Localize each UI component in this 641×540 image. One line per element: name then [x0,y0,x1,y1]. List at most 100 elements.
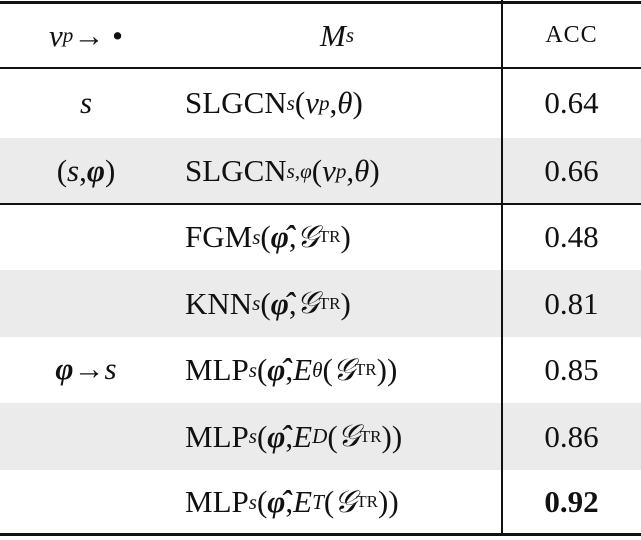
header-cell: ACC [502,3,641,68]
top-rule [0,1,641,4]
subscript: s [252,291,261,315]
text: , [346,153,355,188]
symbol: φ̂ [267,418,286,454]
model-cell: FGM s(φ̂, 𝒢 TR) [185,204,495,270]
symbol: φ̂ [267,352,286,387]
symbol: 𝒢 [296,285,319,320]
symbol: v [49,17,63,53]
symbol: 𝒢 [334,483,357,519]
text: ( [256,484,268,519]
bottom-rule [0,533,641,536]
symbol: θ [354,153,370,188]
text: ) [369,153,380,188]
acc-value: 0.64 [544,85,599,120]
acc-value: 0.48 [544,219,599,254]
text: ( [260,285,271,321]
symbol: E [293,352,313,387]
model-cell: SLGCN s(v p, θ) [185,68,495,138]
model-cell: MLP s(φ̂, E T(𝒢 TR)) [185,470,495,534]
text: ( [323,484,335,519]
subscript: s [286,90,295,115]
text: SLGCN [185,85,287,120]
acc-value: 0.86 [544,418,599,454]
text: , [79,153,87,188]
acc-cell: 0.64 [502,68,641,138]
text: KNN [185,285,253,321]
text: ( [322,352,333,387]
acc-value: 0.85 [544,352,599,387]
acc-value: 0.81 [544,285,599,321]
subscript: p [62,23,74,47]
subscript: s [345,23,355,47]
text: ( [294,85,306,120]
subscript: p [335,158,347,183]
acc-value: 0.92 [544,484,599,519]
row-shade [0,403,641,470]
model-cell: SLGCN s,φ(v p, θ) [185,138,495,204]
text: MLP [185,418,249,454]
subscript: D [312,424,328,448]
symbol: E [293,484,313,519]
subscript: s,φ [286,158,312,183]
row-shade [0,270,641,337]
text: ( [327,418,338,454]
subscript: s [248,357,257,382]
text: MLP [185,484,249,519]
symbol: φ [86,153,105,188]
symbol: s [79,85,93,120]
column-divider [501,0,503,535]
symbol: E [293,418,313,454]
model-cell: KNN s(φ̂, 𝒢 TR) [185,270,495,337]
superscript: TR [354,360,377,379]
symbol: φ̂ [270,219,289,254]
subscript: p [318,90,330,115]
acc-cell: 0.48 [502,204,641,270]
text: SLGCN [185,153,287,188]
subscript: s [252,224,261,249]
text: ( [311,153,323,188]
symbol: φ [55,351,74,386]
symbol: φ̂ [270,285,289,321]
text: ACC [545,22,598,48]
symbol: s [104,351,117,386]
superscript: TR [318,227,341,246]
symbol: v [322,153,336,188]
subscript: s [248,489,257,514]
mid-rule [0,203,641,205]
symbol: 𝒢 [332,351,355,387]
text: , [285,352,294,387]
setting-cell: s [0,68,172,138]
symbol: s [67,153,80,188]
text: ( [256,352,268,387]
text: ( [260,219,271,254]
text: FGM [185,219,253,254]
text: , [285,418,294,454]
acc-cell: 0.92 [502,470,641,534]
symbol: 𝒢 [337,418,360,453]
text: )) [376,352,398,387]
text: ) [352,85,363,120]
group-cell: φ → s [0,204,172,534]
subscript: s [248,424,257,448]
acc-cell: 0.66 [502,138,641,204]
text: , [288,219,297,254]
row-shade [0,138,641,204]
acc-value: 0.66 [544,153,599,188]
text: , [285,484,294,519]
acc-cell: 0.86 [502,403,641,470]
text: ( [56,153,68,188]
symbol: 𝒢 [296,218,319,254]
subscript: θ [312,357,323,382]
acc-cell: 0.81 [502,270,641,337]
symbol: φ̂ [267,484,286,519]
text: , [288,285,297,321]
symbol: v [305,85,319,120]
text: )) [381,418,403,454]
text: MLP [185,352,249,387]
text: ( [256,418,268,454]
subscript: T [312,489,324,514]
text: ) [340,219,351,254]
